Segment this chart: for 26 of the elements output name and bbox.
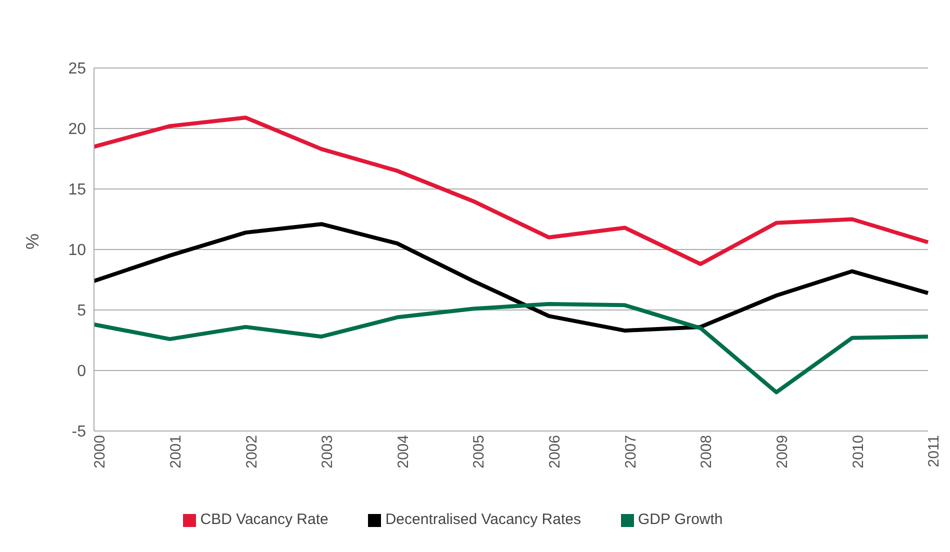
legend-label: Decentralised Vacancy Rates: [385, 511, 581, 528]
x-tick-label: 2005: [470, 435, 488, 468]
line-series: [92, 116, 930, 266]
line-series: [92, 222, 930, 333]
x-tick-label: 2009: [774, 435, 792, 468]
x-tick-label: 2000: [92, 435, 109, 468]
line-series: [92, 302, 930, 394]
y-tick-label: -5: [72, 424, 86, 441]
y-axis-title: %: [22, 233, 42, 250]
x-tick-label: 2006: [546, 435, 564, 468]
legend-label: CBD Vacancy Rate: [200, 511, 328, 528]
legend-label: GDP Growth: [638, 511, 723, 528]
x-tick-label: 2010: [850, 435, 867, 468]
x-tick-label: 2002: [243, 435, 260, 468]
x-tick-label: 2007: [622, 435, 640, 468]
x-tick-label: 2011: [926, 435, 943, 468]
x-tick-label: 2008: [698, 435, 716, 468]
y-tick-label: 20: [68, 121, 86, 138]
y-tick-label: 25: [68, 60, 86, 78]
y-tick-label: 10: [68, 242, 86, 260]
y-tick-label: 0: [77, 363, 86, 380]
x-tick-label: 2003: [319, 435, 336, 468]
x-tick-label: 2004: [394, 435, 412, 468]
y-tick-label: 15: [68, 182, 86, 199]
y-tick-label: 5: [77, 302, 86, 320]
x-tick-label: 2001: [167, 435, 184, 468]
